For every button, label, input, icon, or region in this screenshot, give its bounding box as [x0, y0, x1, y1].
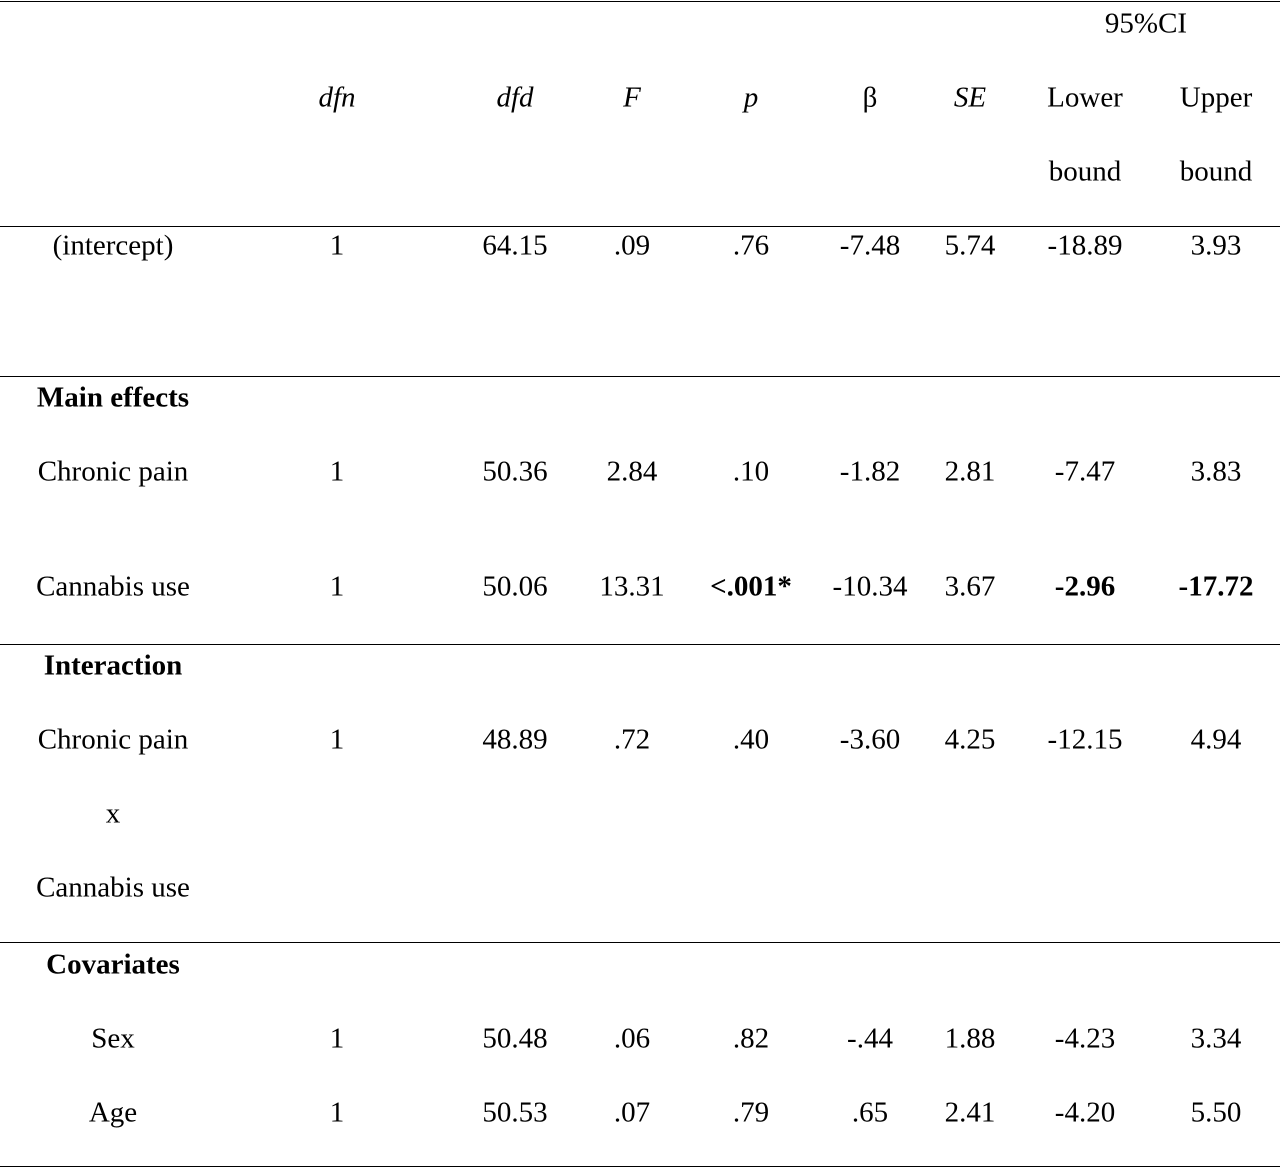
rule-interaction [0, 644, 1280, 645]
cell-lower: -4.23 [1054, 1022, 1116, 1055]
row-label: Age [88, 1096, 138, 1129]
cell-dfn: 1 [329, 1096, 345, 1129]
cell-f: 2.84 [606, 455, 658, 488]
header-dfd: dfd [496, 81, 534, 114]
rule-bottom [0, 1166, 1280, 1167]
cell-se: 2.81 [944, 455, 996, 488]
cell-p: .82 [732, 1022, 770, 1055]
cell-f: .07 [613, 1096, 651, 1129]
cell-beta: -10.34 [832, 570, 908, 603]
row-label: x [105, 797, 121, 830]
cell-dfd: 64.15 [482, 229, 548, 262]
section-heading-main-effects: Main effects [36, 381, 190, 414]
cell-dfd: 50.48 [482, 1022, 548, 1055]
cell-f: 13.31 [599, 570, 665, 603]
cell-se: 5.74 [944, 229, 996, 262]
cell-upper: 3.83 [1190, 455, 1242, 488]
cell-beta: -.44 [847, 1022, 893, 1055]
cell-dfn: 1 [329, 723, 345, 756]
cell-se: 4.25 [944, 723, 996, 756]
cell-p: .79 [732, 1096, 770, 1129]
header-f: F [623, 81, 641, 114]
cell-se: 2.41 [944, 1096, 996, 1129]
cell-p: .76 [732, 229, 770, 262]
rule-top [0, 1, 1280, 2]
row-label: Sex [91, 1022, 135, 1055]
cell-f: .09 [613, 229, 651, 262]
header-upper: Upper [1179, 81, 1253, 114]
cell-dfd: 50.06 [482, 570, 548, 603]
cell-beta: -7.48 [839, 229, 901, 262]
rule-covariates [0, 942, 1280, 943]
cell-dfd: 48.89 [482, 723, 548, 756]
cell-f: .06 [613, 1022, 651, 1055]
cell-dfn: 1 [329, 229, 345, 262]
cell-beta: -1.82 [839, 455, 901, 488]
cell-upper: -17.72 [1178, 570, 1254, 603]
section-heading-interaction: Interaction [43, 649, 183, 682]
row-label: (intercept) [52, 229, 174, 262]
cell-upper: 5.50 [1190, 1096, 1242, 1129]
rule-header-bottom [0, 226, 1280, 227]
header-ci-group: 95%CI [1104, 7, 1188, 40]
cell-upper: 3.34 [1190, 1022, 1242, 1055]
section-heading-covariates: Covariates [46, 948, 180, 981]
cell-f: .72 [613, 723, 651, 756]
cell-lower: -18.89 [1047, 229, 1123, 262]
header-upper-bound: bound [1179, 155, 1253, 188]
header-dfn: dfn [318, 81, 356, 114]
row-label: Cannabis use [36, 871, 190, 904]
cell-dfd: 50.36 [482, 455, 548, 488]
rule-main-effects [0, 376, 1280, 377]
cell-lower: -4.20 [1054, 1096, 1116, 1129]
header-lower-bound: bound [1048, 155, 1122, 188]
cell-dfn: 1 [329, 1022, 345, 1055]
cell-lower: -2.96 [1054, 570, 1116, 603]
cell-se: 1.88 [944, 1022, 996, 1055]
cell-beta: -3.60 [839, 723, 901, 756]
cell-dfd: 50.53 [482, 1096, 548, 1129]
header-se: SE [953, 81, 987, 114]
header-lower: Lower [1047, 81, 1123, 114]
cell-lower: -12.15 [1047, 723, 1123, 756]
cell-p: <.001* [710, 570, 792, 603]
header-p: p [743, 81, 759, 114]
cell-dfn: 1 [329, 455, 345, 488]
header-beta: β [862, 81, 878, 114]
row-label: Cannabis use [36, 570, 190, 603]
cell-dfn: 1 [329, 570, 345, 603]
cell-p: .10 [732, 455, 770, 488]
row-label: Chronic pain [37, 455, 189, 488]
cell-beta: .65 [851, 1096, 889, 1129]
cell-se: 3.67 [944, 570, 996, 603]
cell-p: .40 [732, 723, 770, 756]
cell-lower: -7.47 [1054, 455, 1116, 488]
cell-upper: 3.93 [1190, 229, 1242, 262]
row-label: Chronic pain [37, 723, 189, 756]
cell-upper: 4.94 [1190, 723, 1242, 756]
